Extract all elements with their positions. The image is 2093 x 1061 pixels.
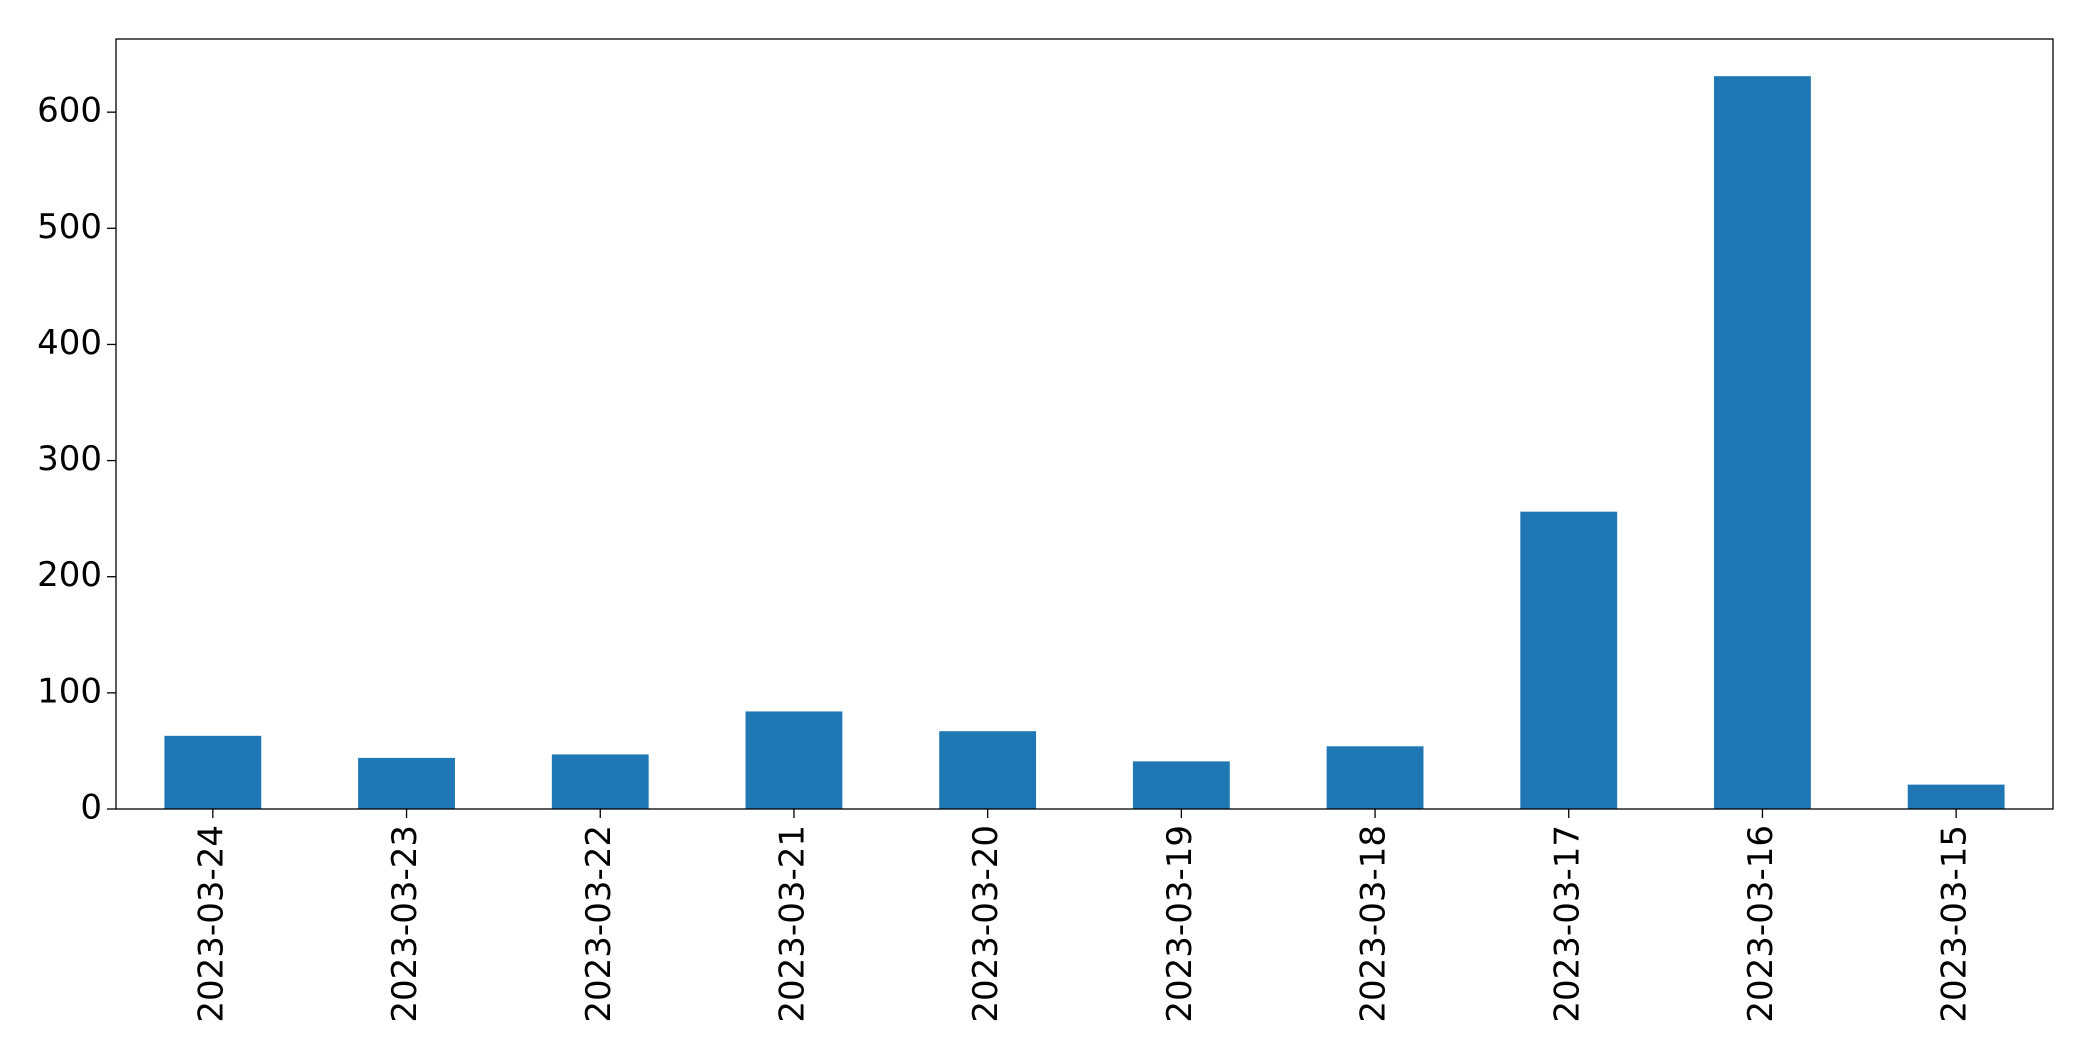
x-tick-label: 2023-03-24 xyxy=(191,825,231,1023)
x-tick-label: 2023-03-23 xyxy=(385,825,425,1023)
bar xyxy=(1132,761,1230,809)
x-tick-label: 2023-03-15 xyxy=(1935,825,1975,1023)
x-tick-label: 2023-03-20 xyxy=(966,825,1006,1023)
x-tick-label: 2023-03-16 xyxy=(1741,825,1781,1023)
bar xyxy=(1907,784,2005,809)
bar xyxy=(358,757,455,809)
y-tick-label: 400 xyxy=(37,323,102,363)
x-tick-label: 2023-03-21 xyxy=(772,825,812,1023)
bar xyxy=(1520,511,1618,809)
y-tick-label: 100 xyxy=(37,671,102,711)
x-tick-label: 2023-03-19 xyxy=(1160,825,1200,1023)
bar xyxy=(164,735,262,809)
x-tick-label: 2023-03-18 xyxy=(1354,825,1394,1023)
bar xyxy=(551,754,649,809)
bar xyxy=(1714,76,1811,809)
y-tick-label: 200 xyxy=(37,555,102,595)
bar xyxy=(745,711,843,809)
bar xyxy=(939,731,1037,809)
y-tick-label: 600 xyxy=(37,91,102,131)
y-tick-label: 500 xyxy=(37,207,102,247)
y-tick-label: 0 xyxy=(80,788,102,828)
x-tick-label: 2023-03-17 xyxy=(1547,825,1587,1023)
x-tick-label: 2023-03-22 xyxy=(579,825,619,1023)
y-tick-label: 300 xyxy=(37,439,102,479)
bar xyxy=(1326,746,1424,809)
plot-frame xyxy=(115,38,2054,810)
